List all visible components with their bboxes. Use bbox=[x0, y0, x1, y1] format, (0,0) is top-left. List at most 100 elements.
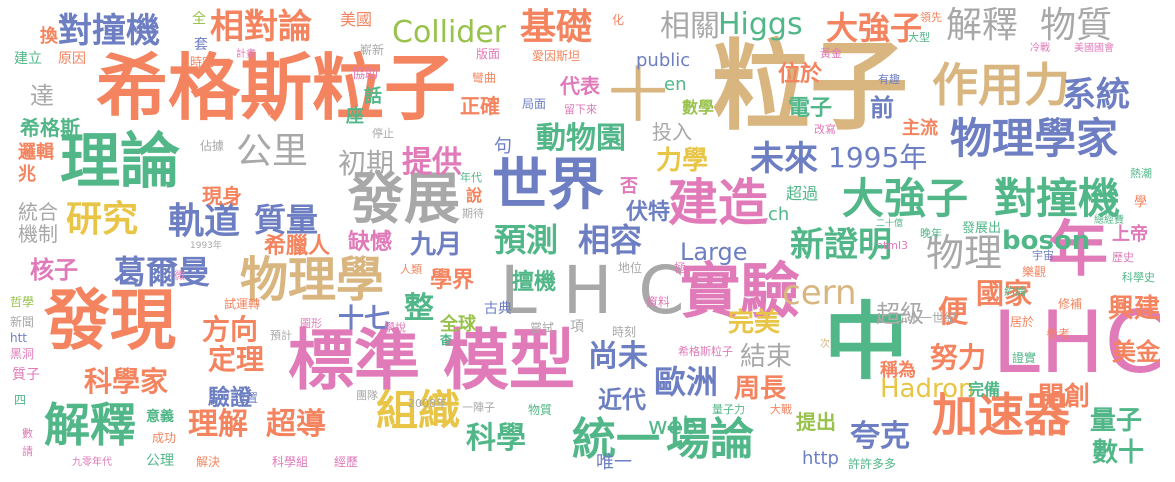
cloud-word: 擅機 bbox=[512, 270, 557, 295]
cloud-word: 相對論 bbox=[210, 7, 312, 47]
cloud-word: LHC bbox=[500, 252, 711, 329]
cloud-word: 開創 bbox=[1038, 382, 1091, 412]
cloud-word: 年 bbox=[1048, 215, 1108, 285]
cloud-word: 機制 bbox=[18, 222, 58, 246]
cloud-word: 近代 bbox=[598, 386, 646, 414]
cloud-word: 學說 bbox=[384, 321, 406, 334]
cloud-word: 二十一世紀 bbox=[896, 311, 957, 325]
cloud-word: 物質 bbox=[528, 403, 553, 417]
cloud-word: 發展 bbox=[348, 167, 460, 232]
cloud-word: 統合 bbox=[18, 200, 58, 224]
cloud-word: 完備 bbox=[968, 380, 1001, 399]
cloud-word: 發展出 bbox=[962, 221, 1002, 236]
cloud-word: 驗證 bbox=[208, 386, 253, 411]
cloud-word: 兆 bbox=[18, 164, 36, 185]
cloud-word: 作用力 bbox=[932, 58, 1070, 112]
cloud-word: 完美 bbox=[728, 308, 781, 338]
cloud-word: 周長 bbox=[734, 374, 787, 404]
cloud-word: 居於 bbox=[1010, 315, 1035, 329]
cloud-word: 物理學家 bbox=[950, 114, 1119, 163]
cloud-word: 希格斯粒子 bbox=[96, 46, 457, 130]
cloud-word: 葛爾曼 bbox=[114, 253, 211, 291]
cloud-word: 相容 bbox=[578, 221, 643, 259]
cloud-word: 全 bbox=[192, 11, 206, 27]
cloud-word: 大戰 bbox=[770, 403, 792, 416]
cloud-word: 希格斯粒子 bbox=[678, 345, 733, 358]
cloud-word: 粒子 bbox=[712, 30, 909, 144]
cloud-word: 數學 bbox=[682, 98, 715, 117]
cloud-word: 總經費 bbox=[1094, 215, 1124, 226]
cloud-word: 缺憾 bbox=[348, 230, 393, 255]
cloud-word: 1995年 bbox=[828, 141, 928, 174]
cloud-word: 統一 bbox=[572, 414, 660, 465]
cloud-word: 原因 bbox=[58, 51, 86, 67]
cloud-word: 代表 bbox=[560, 74, 600, 98]
cloud-word: 時空 bbox=[190, 55, 215, 69]
cloud-word: 提出 bbox=[796, 410, 836, 434]
cloud-word: 新證明 bbox=[790, 225, 892, 265]
cloud-word: 建造 bbox=[668, 174, 768, 232]
cloud-word: 科學組 bbox=[272, 455, 309, 469]
cloud-word: 2008年 bbox=[408, 397, 447, 410]
cloud-word: 電子 bbox=[788, 96, 833, 121]
cloud-word: 許許多多 bbox=[848, 457, 897, 471]
cloud-word: 參考 bbox=[1046, 327, 1071, 341]
cloud-word: 佔據 bbox=[200, 139, 225, 153]
cloud-word: 停止 bbox=[372, 127, 394, 140]
cloud-word: 圖形 bbox=[300, 317, 322, 330]
cloud-word: 希格斯 bbox=[20, 116, 80, 140]
cloud-word: 量子 bbox=[1090, 406, 1143, 436]
cloud-word: 物質 bbox=[1040, 5, 1113, 46]
cloud-word: 二十億 bbox=[876, 219, 904, 229]
cloud-word: 全球 bbox=[440, 314, 476, 335]
cloud-word: 對撞機 bbox=[58, 11, 160, 51]
cloud-word: 改寫 bbox=[814, 123, 836, 136]
cloud-word: 興建 bbox=[1108, 294, 1161, 324]
cloud-word: 提供 bbox=[402, 145, 462, 180]
cloud-word: 世界 bbox=[492, 153, 604, 218]
cloud-word: 學 bbox=[1134, 195, 1148, 210]
cloud-word: Hadron bbox=[880, 374, 975, 404]
cloud-word: 極 bbox=[674, 261, 687, 275]
cloud-word: 九零年代 bbox=[72, 457, 112, 468]
cloud-word: 實驗 bbox=[680, 257, 800, 327]
cloud-word: 留下來 bbox=[564, 103, 597, 116]
cloud-word: 核子 bbox=[30, 256, 78, 284]
cloud-word: Higgs bbox=[718, 7, 803, 42]
cloud-word: 大型 bbox=[908, 31, 930, 44]
cloud-word: 發現 bbox=[44, 282, 176, 359]
cloud-word: 理論 bbox=[60, 127, 180, 197]
cloud-word: 地位 bbox=[618, 261, 643, 275]
cloud-word: 整 bbox=[404, 291, 434, 326]
cloud-word: 資料 bbox=[646, 295, 671, 309]
cloud-word: 團隊 bbox=[356, 389, 378, 402]
cloud-word: htt bbox=[10, 331, 28, 345]
cloud-word: 未來 bbox=[750, 139, 818, 179]
cloud-word: 樂觀 bbox=[1022, 265, 1047, 279]
cloud-word: 伏特 bbox=[626, 200, 671, 225]
cloud-word: 美國國會 bbox=[1074, 43, 1114, 54]
cloud-word: 冷戰 bbox=[1030, 43, 1050, 54]
cloud-word: 歷史 bbox=[1112, 251, 1134, 264]
cloud-word: 說 bbox=[466, 186, 483, 205]
cloud-word: 黑洞 bbox=[10, 347, 35, 361]
cloud-word: 微 bbox=[174, 269, 185, 282]
cloud-word: ch bbox=[768, 204, 790, 225]
cloud-word: 套 bbox=[194, 37, 208, 53]
cloud-word: 上帝 bbox=[1112, 224, 1148, 245]
cloud-word: 美國 bbox=[340, 10, 373, 29]
cloud-word: 預計 bbox=[270, 329, 292, 342]
cloud-word: 證實 bbox=[1012, 351, 1037, 365]
cloud-word: 彎曲 bbox=[472, 71, 497, 85]
cloud-word: boson bbox=[1002, 226, 1091, 256]
cloud-word: 對撞機 bbox=[994, 174, 1121, 223]
cloud-word: 尚未 bbox=[588, 339, 648, 374]
cloud-word: 唯一 bbox=[596, 452, 632, 473]
cloud-word: 公里 bbox=[236, 131, 309, 172]
cloud-word: 試運轉 bbox=[224, 297, 261, 311]
cloud-word: cern bbox=[782, 273, 857, 313]
cloud-word: 嘗試 bbox=[530, 321, 555, 335]
cloud-word: 請 bbox=[22, 445, 33, 458]
cloud-word: 加速器 bbox=[932, 388, 1070, 442]
cloud-word: 新聞 bbox=[10, 315, 35, 329]
